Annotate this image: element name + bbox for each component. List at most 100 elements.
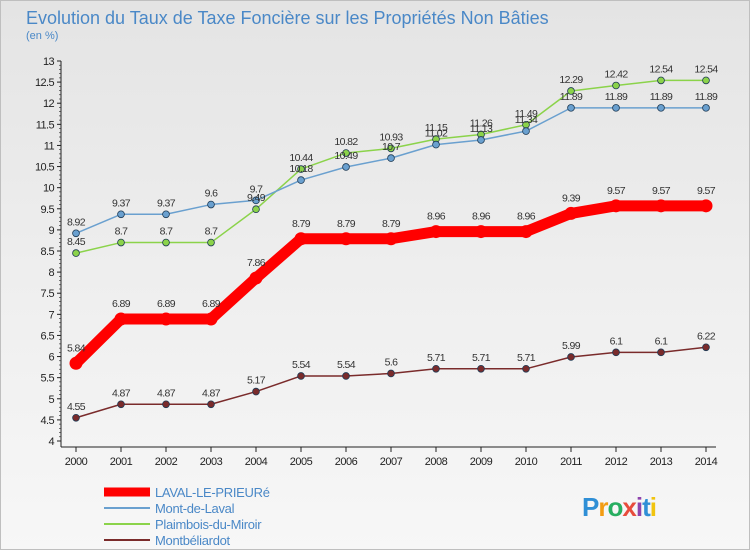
x-tick-label: 2008 (425, 456, 448, 468)
y-tick-label: 8 (48, 267, 54, 279)
data-label: 12.54 (694, 63, 718, 75)
data-point (207, 238, 215, 247)
data-point (654, 199, 668, 213)
data-label: 6.22 (697, 330, 716, 342)
data-point (342, 149, 350, 157)
logo-letter: i (650, 492, 656, 522)
y-tick-label: 4.5 (41, 415, 55, 427)
legend: LAVAL-LE-PRIEURéMont-de-LavalPlaimbois-d… (104, 485, 270, 548)
logo-letter: i (636, 492, 642, 522)
data-point (384, 232, 398, 246)
x-tick-label: 2014 (695, 456, 718, 468)
data-point (297, 176, 305, 184)
data-label: 8.79 (292, 218, 311, 230)
data-label: 5.54 (337, 359, 356, 371)
legend-label-3: Montbéliardot (155, 533, 231, 548)
data-point (249, 271, 263, 285)
data-point (567, 104, 575, 112)
data-label: 10.82 (334, 136, 358, 148)
y-tick-label: 10 (43, 183, 55, 195)
data-label: 9.37 (112, 197, 131, 209)
data-label: 11.89 (605, 91, 628, 103)
x-tick-label: 2001 (110, 456, 133, 468)
data-label: 10.49 (334, 150, 358, 162)
x-tick-label: 2000 (65, 456, 88, 468)
data-point (339, 232, 353, 246)
series-line-1 (75, 107, 707, 235)
data-point (612, 348, 620, 357)
data-label: 11.02 (425, 128, 448, 140)
data-labels: 5.84 6.89 6.89 6.89 7.86 8.79 8.79 8.79 8.96 8.96… (67, 63, 719, 412)
data-point (522, 364, 530, 373)
x-tick-label: 2013 (650, 456, 673, 468)
data-point (114, 312, 128, 326)
x-tick-label: 2003 (200, 456, 223, 468)
data-label: 6.1 (655, 335, 669, 347)
x-tick-label: 2002 (155, 456, 178, 468)
data-label: 11.26 (470, 117, 493, 129)
axes: 44.555.566.577.588.599.51010.51111.51212… (35, 56, 718, 468)
data-label: 12.54 (649, 63, 673, 75)
data-label: 11.89 (560, 91, 583, 103)
logo-letter: t (642, 492, 651, 522)
data-label: 6.89 (202, 298, 221, 310)
data-point (252, 205, 260, 214)
data-point (117, 238, 125, 247)
y-tick-label: 6.5 (41, 330, 55, 342)
data-label: 5.17 (247, 375, 266, 387)
data-point (567, 87, 575, 95)
y-tick-label: 13 (43, 56, 55, 68)
legend-label-2: Plaimbois-du-Miroir (155, 517, 262, 532)
logo-letter: r (598, 492, 608, 522)
data-label: 11.89 (695, 91, 718, 103)
data-point (294, 232, 308, 246)
data-point (72, 249, 80, 257)
data-label: 11.13 (470, 123, 493, 135)
legend-label-0: LAVAL-LE-PRIEURé (155, 485, 270, 500)
data-label: 5.6 (385, 356, 399, 368)
logo-letter: x (622, 492, 637, 522)
y-tick-label: 11 (44, 140, 55, 152)
data-label: 7.86 (247, 257, 266, 269)
data-point (477, 136, 485, 144)
data-label: 11.15 (425, 122, 448, 134)
y-tick-label: 7.5 (41, 288, 55, 300)
data-point (519, 225, 533, 239)
data-label: 5.84 (67, 342, 86, 354)
data-label: 10.93 (379, 131, 403, 143)
data-point (162, 210, 170, 219)
data-label: 8.96 (427, 211, 446, 223)
chart-subtitle: (en %) (26, 30, 58, 42)
data-point (612, 81, 620, 90)
data-label: 12.29 (559, 74, 583, 86)
data-label: 4.87 (157, 387, 176, 399)
y-tick-label: 12 (43, 98, 55, 110)
data-point (159, 312, 173, 326)
data-point (207, 200, 215, 209)
data-label: 6.89 (157, 298, 176, 310)
data-label: 10.18 (289, 163, 313, 175)
y-tick-label: 7 (48, 309, 54, 321)
data-point (702, 76, 710, 85)
y-tick-label: 10.5 (35, 162, 54, 174)
y-tick-label: 8.5 (41, 246, 55, 258)
data-label: 12.42 (604, 68, 628, 80)
legend-label-1: Mont-de-Laval (155, 501, 235, 516)
data-point (429, 225, 443, 239)
data-label: 10.7 (382, 141, 401, 153)
y-tick-label: 5.5 (41, 373, 55, 385)
data-point (564, 206, 578, 220)
data-point (162, 400, 170, 409)
data-label: 6.89 (112, 298, 131, 310)
data-point (657, 104, 665, 112)
data-label: 8.79 (337, 218, 356, 230)
chart-title: Evolution du Taux de Taxe Foncière sur l… (26, 8, 549, 28)
data-point (699, 199, 713, 213)
y-tick-label: 9 (48, 225, 54, 237)
data-point (72, 413, 80, 422)
data-label: 8.96 (472, 211, 491, 223)
x-tick-label: 2007 (380, 456, 403, 468)
data-label: 9.39 (562, 192, 581, 204)
